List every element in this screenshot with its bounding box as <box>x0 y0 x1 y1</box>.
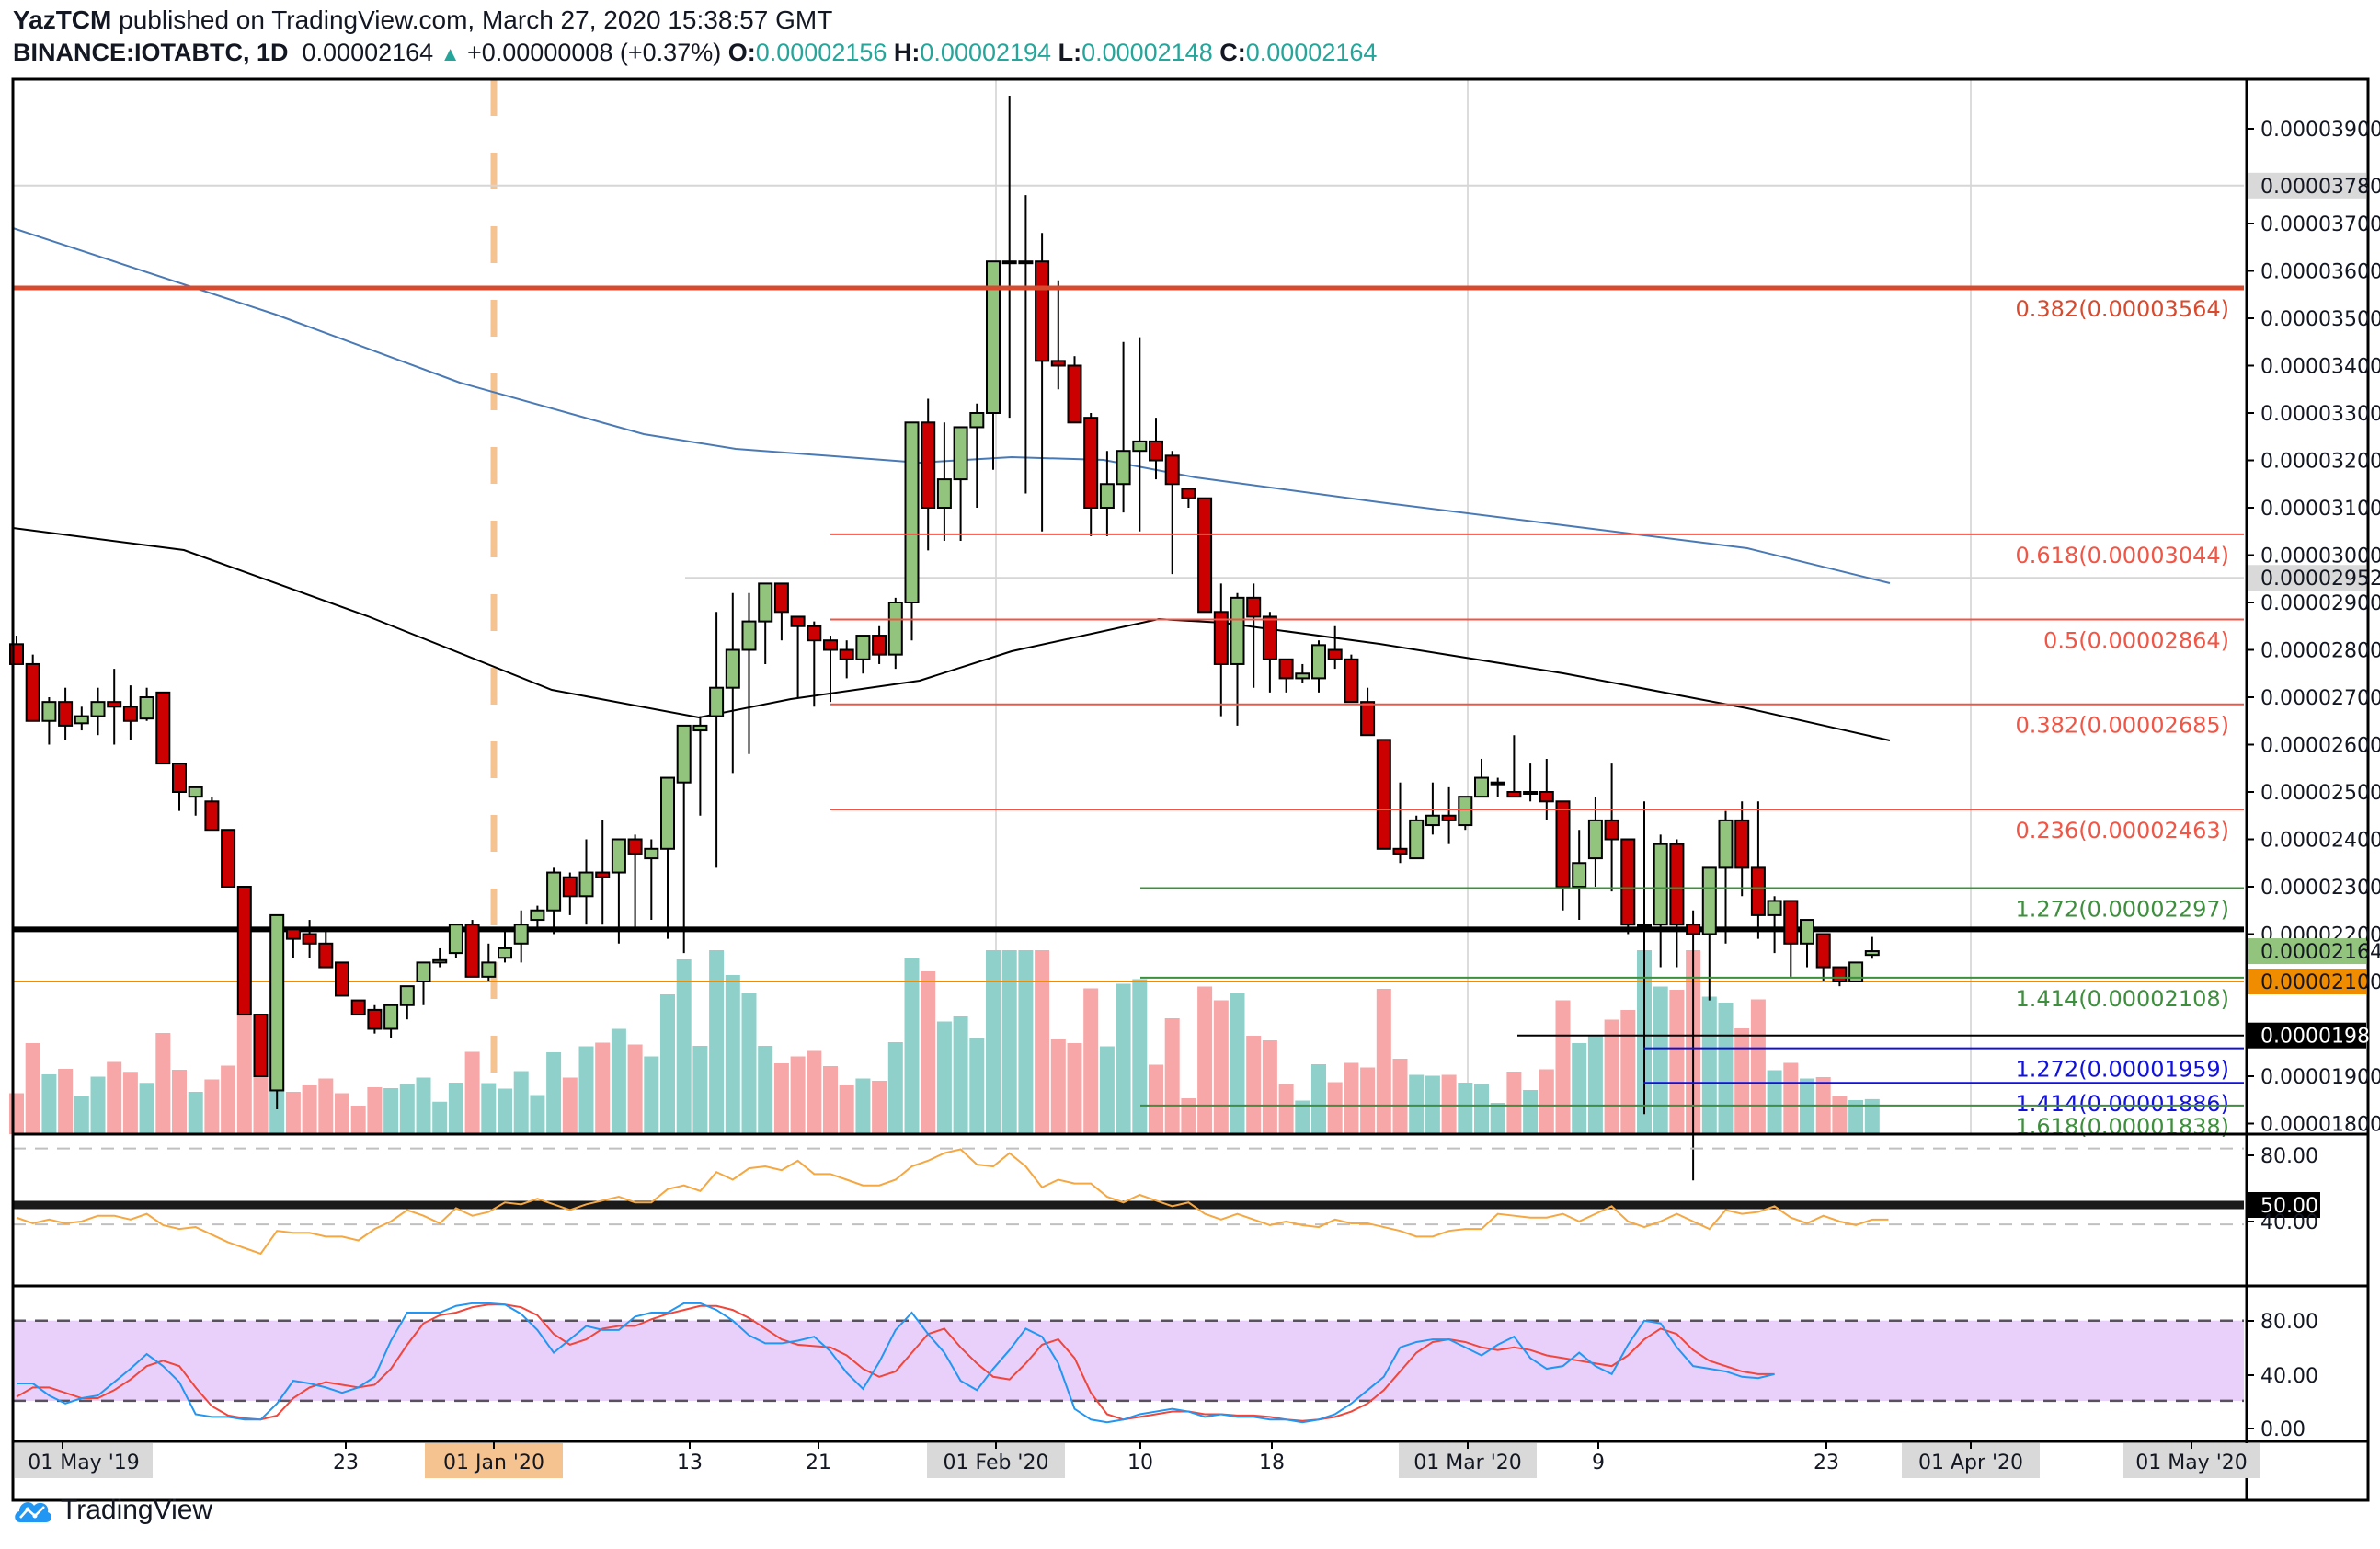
price-tick-label: 0.00002900 <box>2260 592 2380 615</box>
high-value: 0.00002194 <box>920 39 1052 66</box>
rsi-tick-label: 40.00 <box>2260 1211 2318 1234</box>
price-tick-label: 0.00003100 <box>2260 498 2380 521</box>
time-tick-label: 23 <box>1814 1451 1839 1474</box>
price-tick-label: 0.00002400 <box>2260 830 2380 853</box>
price-tick-label: 0.00003400 <box>2260 356 2380 379</box>
price-tick-label: 0.00003000 <box>2260 545 2380 568</box>
time-tick-label: 01 Apr '20 <box>1918 1451 2023 1474</box>
low-label: L: <box>1058 39 1082 66</box>
candlesticks <box>9 95 1880 1181</box>
price-tick-label: 0.00002800 <box>2260 640 2380 663</box>
fib-label: 1.414(0.00002108) <box>2016 986 2230 1012</box>
volume-bars <box>9 950 1880 1134</box>
price-badge <box>2248 938 2366 965</box>
close-value: 0.00002164 <box>1245 39 1378 66</box>
price-tick-label: 0.00003200 <box>2260 451 2380 474</box>
tradingview-cloud-icon <box>15 1502 51 1522</box>
fib-label: 1.272(0.00002297) <box>2016 897 2230 923</box>
grid-lines <box>490 79 1972 1134</box>
published-text: published on TradingView.com, March 27, … <box>119 6 833 34</box>
publish-info: YazTCM published on TradingView.com, Mar… <box>13 6 832 35</box>
time-tick-label: 01 Feb '20 <box>944 1451 1049 1474</box>
up-arrow-icon: ▲ <box>440 42 461 65</box>
time-tick-label: 01 Jan '20 <box>443 1451 544 1474</box>
price-badge <box>2248 1022 2366 1049</box>
last-price: 0.00002164 <box>302 39 434 66</box>
tradingview-logo[interactable]: TradingView <box>13 1495 212 1526</box>
pane-frames <box>11 77 2370 1502</box>
time-tick-label: 21 <box>806 1451 831 1474</box>
ma200-line <box>12 227 1891 584</box>
price-axis[interactable]: 0.00003900 0.00003700 0.00003600 0.00003500… <box>2247 119 2380 1441</box>
horizontal-lines <box>13 184 2244 1037</box>
time-tick-label: 01 May '19 <box>28 1451 140 1474</box>
time-tick-label: 13 <box>677 1451 703 1474</box>
price-badge-label: 0.00002100 <box>2260 971 2380 994</box>
price-badge <box>2248 969 2366 994</box>
price-tick-label: 0.00002300 <box>2260 877 2380 900</box>
fib-label: 0.382(0.00002685) <box>2016 713 2230 739</box>
price-change: +0.00000008 (+0.37%) <box>466 39 722 66</box>
price-badge-label: 0.00002164 <box>2260 941 2380 964</box>
time-tick-label: 23 <box>333 1451 359 1474</box>
brand-name: TradingView <box>61 1495 213 1525</box>
fib-label: 1.414(0.00001886) <box>2016 1091 2230 1117</box>
fib-label: 0.236(0.00002463) <box>2016 818 2230 843</box>
price-tick-label: 0.00002600 <box>2260 735 2380 758</box>
stoch-tick-label: 0.00 <box>2260 1418 2306 1441</box>
price-tick-label: 0.00003700 <box>2260 213 2380 236</box>
price-tick-label: 0.00002700 <box>2260 687 2380 710</box>
time-tick-label: 9 <box>1592 1451 1605 1474</box>
time-tick-label: 01 Mar '20 <box>1413 1451 1522 1474</box>
stoch-tick-label: 40.00 <box>2260 1365 2318 1388</box>
price-badge-label: 0.00003780 <box>2260 176 2380 199</box>
moving-averages <box>12 227 1891 741</box>
time-tick-label: 10 <box>1127 1451 1153 1474</box>
price-tick-label: 0.00002500 <box>2260 782 2380 805</box>
price-badge <box>2248 172 2366 199</box>
price-tick-label: 0.00001800 <box>2260 1114 2380 1137</box>
price-badge-label: 0.00001986 <box>2260 1026 2380 1049</box>
fib-label: 0.382(0.00003564) <box>2016 296 2230 322</box>
price-badge <box>2248 565 2366 591</box>
price-tick-label: 0.00003500 <box>2260 308 2380 331</box>
high-label: H: <box>893 39 921 66</box>
rsi-tick-label: 80.00 <box>2260 1145 2318 1168</box>
rsi-line <box>16 1148 1889 1256</box>
stoch-k-line <box>17 1302 1775 1424</box>
price-tick-label: 0.00001900 <box>2260 1066 2380 1089</box>
fib-label: 1.272(0.00001959) <box>2016 1057 2230 1083</box>
price-tick-label: 0.00003300 <box>2260 403 2380 426</box>
ma100-line <box>12 527 1891 741</box>
fib-label: 0.5(0.00002864) <box>2043 628 2229 654</box>
symbol-legend: BINANCE:IOTABTC, 1D 0.00002164 ▲ +0.0000… <box>13 39 1377 67</box>
time-axis[interactable]: 01 May '19 23 01 Jan '20 13 21 01 Feb '20 10 18… <box>15 1441 2260 1478</box>
open-value: 0.00002156 <box>755 39 887 66</box>
fib-label: 0.618(0.00003044) <box>2016 543 2230 568</box>
low-value: 0.00002148 <box>1081 39 1213 66</box>
price-tick-label: 0.00003900 <box>2260 119 2380 142</box>
author-name: YazTCM <box>13 6 112 34</box>
price-badge-label: 0.00002952 <box>2260 568 2380 591</box>
stoch-tick-label: 80.00 <box>2260 1311 2318 1334</box>
time-tick-label: 01 May '20 <box>2135 1451 2248 1474</box>
open-label: O: <box>727 39 756 66</box>
stoch-rsi-panel <box>13 1302 2244 1424</box>
rsi-panel <box>13 1147 2244 1256</box>
price-tick-label: 0.00003600 <box>2260 261 2380 284</box>
stoch-d-line <box>16 1303 1775 1422</box>
close-label: C: <box>1219 39 1246 66</box>
fib-label: 1.618(0.00001838) <box>2016 1114 2230 1140</box>
symbol-title[interactable]: BINANCE:IOTABTC, 1D <box>13 39 289 66</box>
rsi-badge-label: 50.00 <box>2260 1195 2318 1218</box>
time-tick-label: 18 <box>1259 1451 1285 1474</box>
